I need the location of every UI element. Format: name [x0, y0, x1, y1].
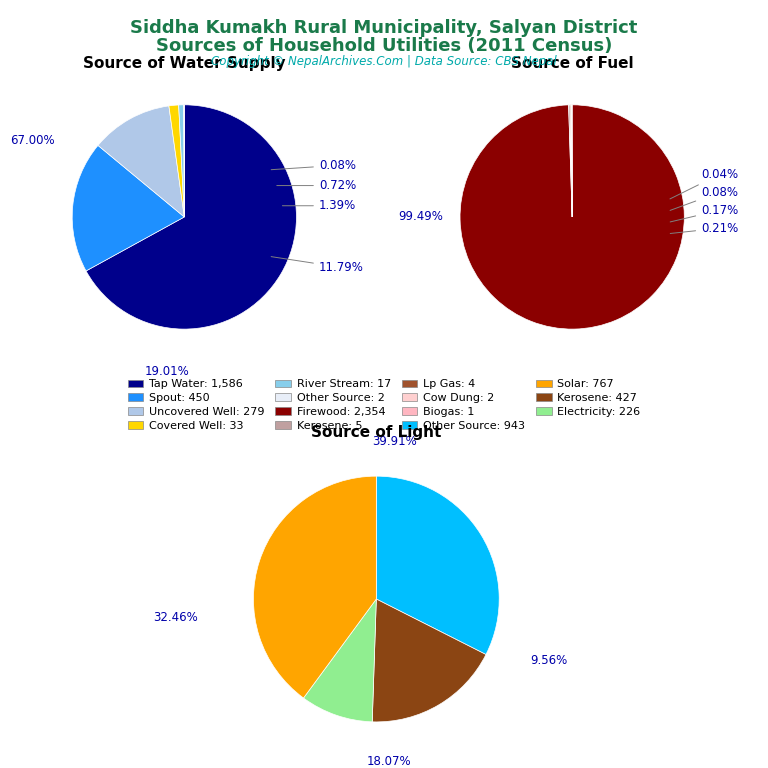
- Wedge shape: [253, 476, 376, 698]
- Text: Copyright © NepalArchives.Com | Data Source: CBS Nepal: Copyright © NepalArchives.Com | Data Sou…: [211, 55, 557, 68]
- Title: Source of Fuel: Source of Fuel: [511, 57, 634, 71]
- Text: 18.07%: 18.07%: [366, 755, 411, 768]
- Legend: Tap Water: 1,586, Spout: 450, Uncovered Well: 279, Covered Well: 33, River Strea: Tap Water: 1,586, Spout: 450, Uncovered …: [125, 377, 643, 433]
- Text: 19.01%: 19.01%: [145, 366, 190, 378]
- Text: 32.46%: 32.46%: [154, 611, 198, 624]
- Text: Sources of Household Utilities (2011 Census): Sources of Household Utilities (2011 Cen…: [156, 37, 612, 55]
- Title: Source of Water Supply: Source of Water Supply: [83, 57, 286, 71]
- Text: 0.72%: 0.72%: [276, 179, 356, 192]
- Text: 99.49%: 99.49%: [399, 210, 443, 223]
- Wedge shape: [568, 105, 572, 217]
- Text: 0.08%: 0.08%: [271, 159, 356, 172]
- Text: 67.00%: 67.00%: [11, 134, 55, 147]
- Wedge shape: [98, 106, 184, 217]
- Wedge shape: [86, 105, 296, 329]
- Wedge shape: [460, 105, 684, 329]
- Wedge shape: [169, 105, 184, 217]
- Text: 0.17%: 0.17%: [670, 204, 738, 222]
- Wedge shape: [571, 105, 572, 217]
- Wedge shape: [570, 105, 572, 217]
- Wedge shape: [303, 599, 376, 722]
- Text: 39.91%: 39.91%: [372, 435, 417, 449]
- Text: 0.21%: 0.21%: [670, 222, 738, 235]
- Text: 11.79%: 11.79%: [271, 257, 364, 274]
- Wedge shape: [72, 145, 184, 271]
- Text: 1.39%: 1.39%: [283, 199, 356, 212]
- Text: Siddha Kumakh Rural Municipality, Salyan District: Siddha Kumakh Rural Municipality, Salyan…: [131, 19, 637, 37]
- Text: 0.04%: 0.04%: [670, 168, 738, 199]
- Wedge shape: [372, 599, 486, 722]
- Title: Source of Light: Source of Light: [311, 425, 442, 440]
- Wedge shape: [179, 105, 184, 217]
- Text: 0.08%: 0.08%: [670, 186, 738, 210]
- Text: 9.56%: 9.56%: [530, 654, 568, 667]
- Wedge shape: [376, 476, 499, 654]
